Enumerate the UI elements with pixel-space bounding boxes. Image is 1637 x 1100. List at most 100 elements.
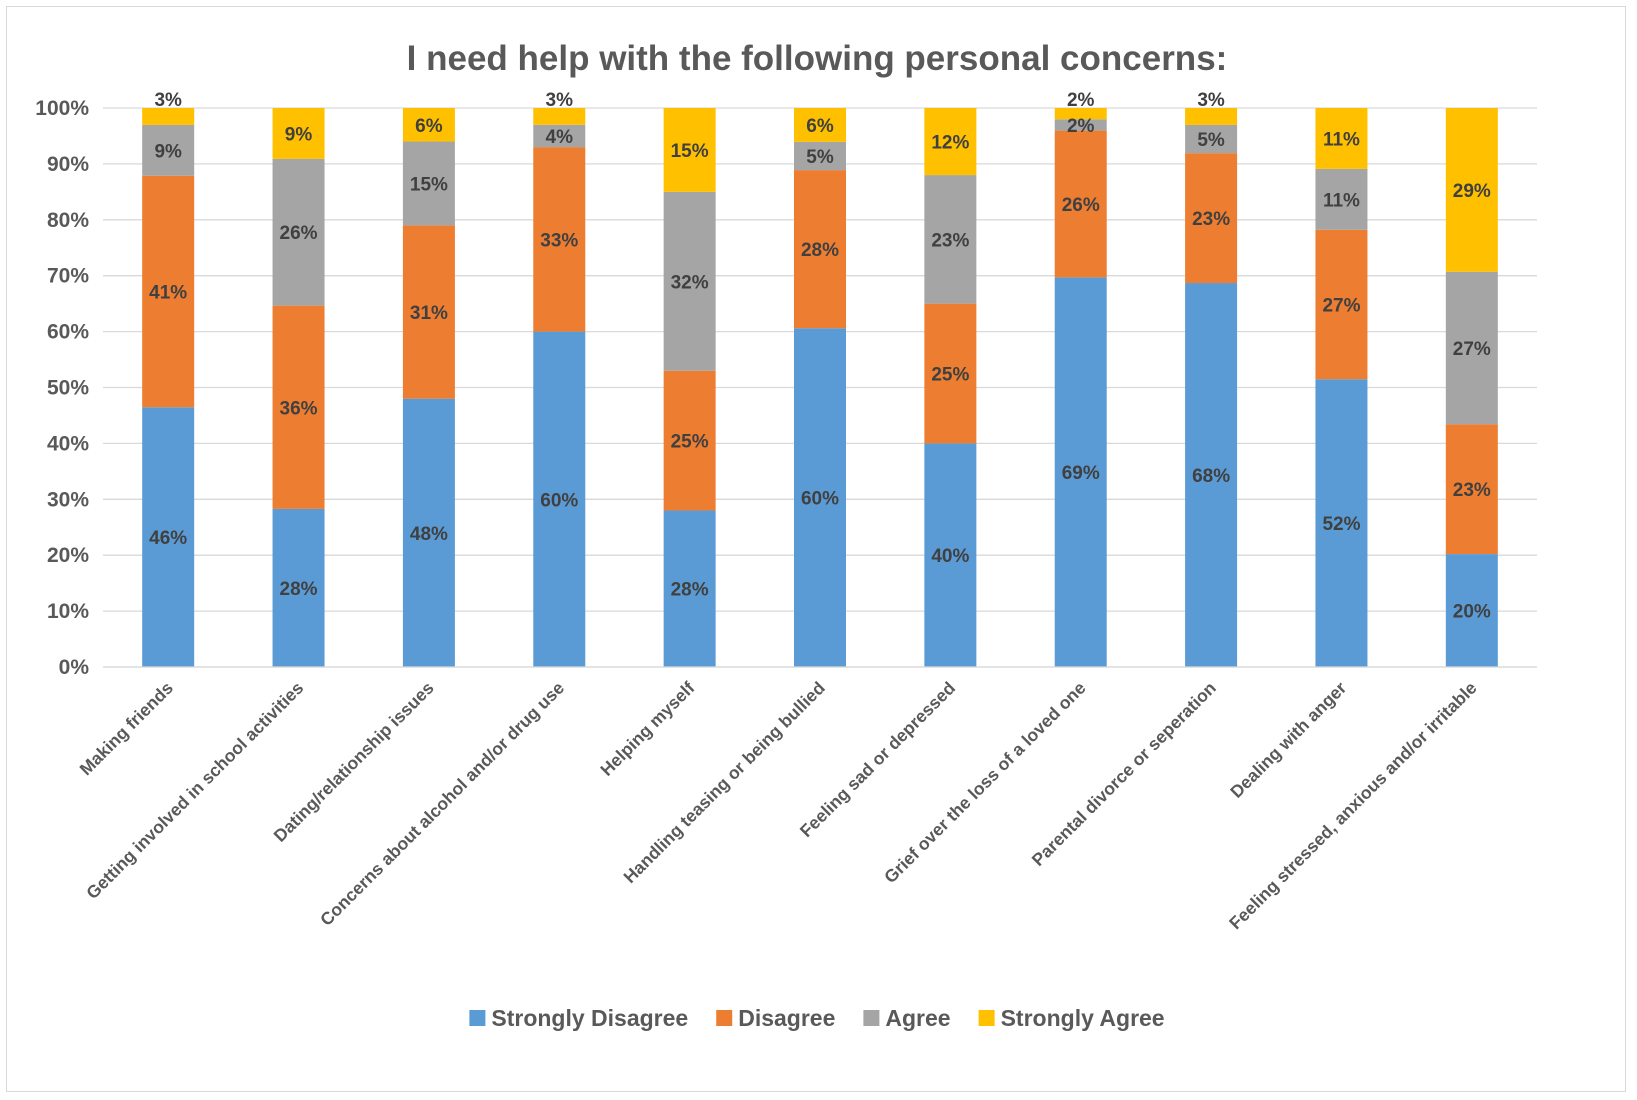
legend-item-disagree: Disagree [716, 1005, 835, 1031]
data-label: 69% [1062, 463, 1100, 484]
bar-segment-strongly-agree [1315, 108, 1368, 169]
bar-segment-disagree [402, 225, 455, 399]
bar-segment-strongly-disagree [402, 398, 455, 667]
bar-segment-strongly-disagree [794, 328, 846, 667]
data-label: 5% [806, 147, 834, 168]
data-label: 36% [280, 398, 318, 419]
bar-segment-disagree [1054, 130, 1107, 278]
y-tick-label: 100% [35, 97, 89, 120]
data-label: 40% [931, 546, 969, 567]
chart-title: I need help with the following personal … [407, 39, 1228, 78]
bar-segment-agree [1185, 124, 1238, 154]
bar-segment-disagree [1315, 229, 1368, 380]
legend-label: Strongly Agree [1001, 1005, 1165, 1031]
bar-segment-disagree [924, 303, 977, 444]
data-label: 3% [546, 90, 574, 111]
y-tick-label: 0% [59, 656, 90, 679]
data-label: 9% [285, 124, 313, 145]
data-label: 28% [671, 580, 709, 601]
bar-segment-strongly-disagree [1445, 554, 1498, 667]
data-label: 31% [410, 303, 448, 324]
bar-segment-strongly-agree [1445, 108, 1498, 272]
data-label: 3% [1197, 90, 1225, 111]
bar-segment-strongly-disagree [663, 510, 716, 667]
x-tick-label: Helping myself [596, 678, 698, 780]
data-label: 28% [801, 240, 839, 261]
bar-segment-strongly-agree [142, 108, 195, 125]
bar-segment-strongly-agree [1185, 108, 1238, 125]
data-label: 27% [1453, 339, 1491, 360]
data-label: 46% [149, 528, 187, 549]
legend-swatch [978, 1010, 995, 1026]
bar-segment-disagree [794, 170, 846, 329]
data-label: 2% [1067, 90, 1095, 111]
bar-segment-agree [402, 141, 455, 226]
y-tick-label: 50% [47, 377, 89, 400]
bar-segment-agree [1054, 119, 1107, 131]
stacked-bar-chart: I need help with the following personal … [35, 39, 1537, 1031]
bar-segment-strongly-disagree [142, 407, 195, 667]
data-label: 48% [410, 524, 448, 545]
legend: Strongly Disagree Disagree Agree Strongly A… [469, 1005, 1165, 1031]
bar-segment-strongly-disagree [1054, 277, 1107, 667]
x-tick-label: Feeling stressed, anxious and/or irritab… [1225, 678, 1481, 934]
data-label: 6% [415, 116, 443, 137]
bars [142, 108, 1498, 667]
bar-segment-agree [533, 124, 586, 148]
legend-swatch [863, 1010, 880, 1026]
bar-segment-disagree [142, 175, 195, 408]
data-label: 33% [540, 230, 578, 251]
data-label: 12% [931, 133, 969, 154]
data-label: 2% [1067, 116, 1095, 137]
data-label: 6% [806, 116, 834, 137]
data-label: 60% [540, 490, 578, 511]
bar-segment-strongly-agree [663, 108, 716, 192]
legend-item-strongly-disagree: Strongly Disagree [469, 1005, 688, 1031]
data-label: 25% [671, 432, 709, 453]
data-label: 23% [1453, 480, 1491, 501]
bar-segment-strongly-agree [533, 108, 586, 125]
legend-label: Strongly Disagree [491, 1005, 688, 1031]
bar-segment-strongly-disagree [1315, 379, 1368, 667]
data-label: 4% [546, 127, 574, 148]
data-label: 11% [1323, 190, 1360, 211]
data-label: 11% [1323, 129, 1360, 150]
legend-label: Agree [885, 1005, 950, 1031]
bar-segment-strongly-agree [272, 108, 325, 159]
bar-segment-strongly-disagree [924, 443, 977, 667]
bar-segment-agree [794, 141, 846, 171]
bar-segment-agree [663, 191, 716, 371]
data-label: 27% [1322, 295, 1360, 316]
x-tick-label: Handling teasing or being bullied [619, 678, 828, 887]
data-label: 20% [1453, 602, 1491, 623]
bar-segment-disagree [1445, 424, 1498, 555]
data-label: 26% [280, 223, 318, 244]
y-tick-label: 90% [47, 153, 89, 176]
x-tick-label: Grief over the loss of a loved one [880, 678, 1090, 888]
bar-segment-agree [1445, 271, 1498, 425]
data-label: 68% [1192, 466, 1230, 487]
legend-swatch [716, 1010, 733, 1026]
data-label: 52% [1322, 514, 1360, 535]
bar-segment-disagree [272, 305, 325, 509]
x-tick-label: Concerns about alcohol and/or drug use [316, 678, 568, 930]
y-tick-label: 40% [47, 432, 89, 455]
bar-segment-strongly-agree [794, 108, 846, 142]
bar-segment-strongly-disagree [1185, 283, 1238, 667]
x-tick-label: Making friends [76, 678, 178, 780]
data-label: 60% [801, 489, 839, 510]
data-label: 15% [410, 174, 448, 195]
data-labels: 46% 41% 9% 3% 28% 36% 26% 9% 48% 31% 15% 6% 60% 33% 4%… [149, 90, 1491, 623]
y-tick-label: 10% [47, 600, 89, 623]
data-label: 15% [671, 141, 709, 162]
data-label: 23% [931, 230, 969, 251]
data-label: 32% [671, 272, 709, 293]
data-label: 41% [149, 283, 187, 304]
x-tick-label: Feeling sad or depressed [796, 678, 959, 841]
bar-segment-agree [142, 124, 195, 176]
y-tick-label: 60% [47, 321, 89, 344]
data-label: 26% [1062, 195, 1100, 216]
bar-segment-agree [272, 158, 325, 306]
bar-segment-strongly-agree [1054, 108, 1107, 120]
